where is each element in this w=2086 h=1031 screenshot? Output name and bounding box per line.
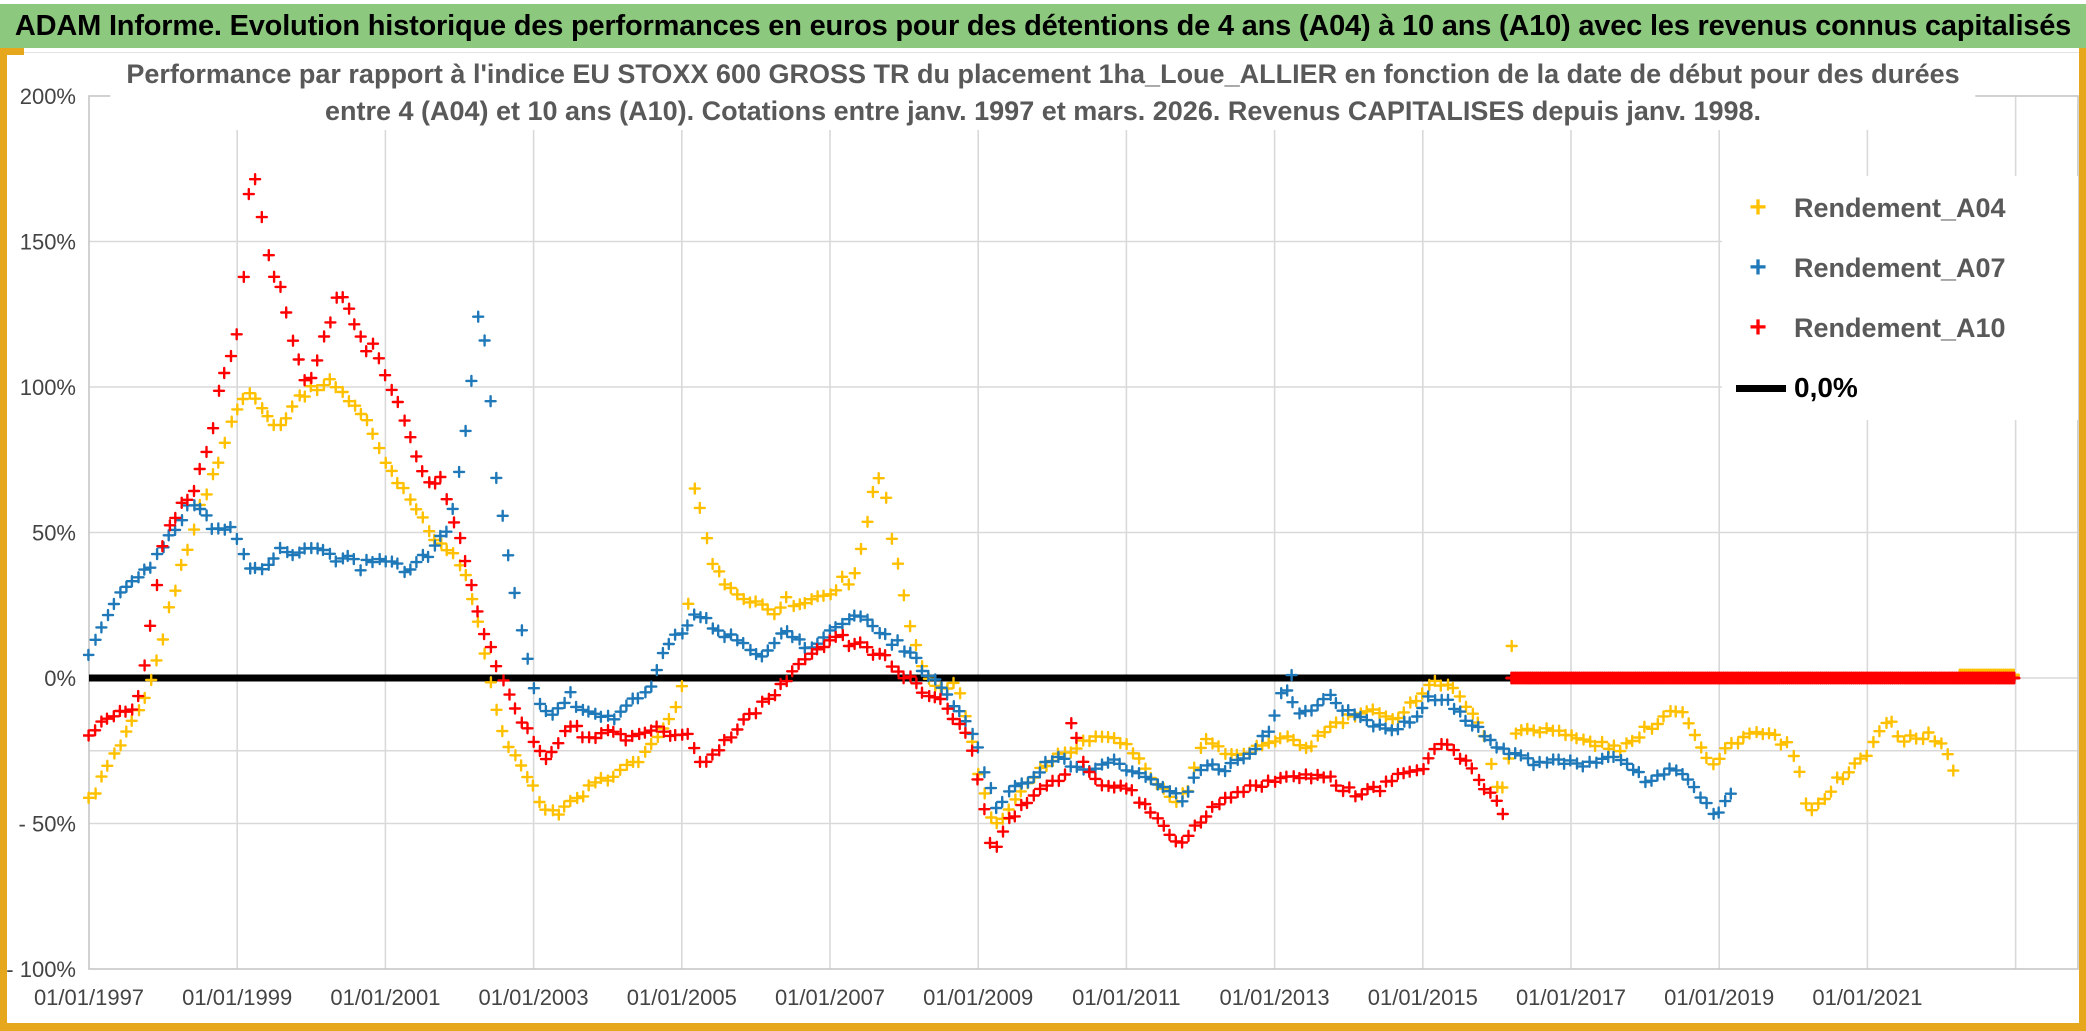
svg-text:200%: 200%	[20, 84, 76, 109]
chart-title-line2: entre 4 (A04) et 10 ans (A10). Cotations…	[324, 96, 1762, 126]
svg-text:- 100%: - 100%	[6, 957, 76, 982]
page-border-bottom	[0, 1023, 2086, 1031]
chart-title-line1: Performance par rapport à l'indice EU ST…	[126, 59, 1960, 89]
svg-text:01/01/2009: 01/01/2009	[923, 985, 1033, 1010]
header-bar: ADAM Informe. Evolution historique des p…	[0, 4, 2086, 48]
y-axis-labels: 200% 150% 100% 50% 0% - 50% - 100%	[6, 84, 76, 982]
svg-text:50%: 50%	[32, 521, 76, 546]
svg-text:01/01/2003: 01/01/2003	[479, 985, 589, 1010]
legend-label: Rendement_A10	[1794, 312, 2006, 343]
page-border-right	[2079, 48, 2086, 1031]
series-Rendement_A07	[83, 310, 1737, 821]
series-Rendement_A10	[83, 173, 1509, 853]
legend-item-a07: + Rendement_A07	[1722, 242, 2078, 294]
zero-run-Rendement_A10	[1505, 671, 2021, 685]
chart-title: Performance par rapport à l'indice EU ST…	[110, 56, 1976, 130]
svg-text:01/01/2001: 01/01/2001	[330, 985, 440, 1010]
series-Rendement_A04	[83, 373, 1960, 830]
page-border-corner	[0, 48, 24, 55]
svg-text:- 50%: - 50%	[19, 812, 76, 837]
svg-text:01/01/2007: 01/01/2007	[775, 985, 885, 1010]
page-border-left	[0, 48, 7, 1031]
svg-text:01/01/1999: 01/01/1999	[182, 985, 292, 1010]
data-series	[83, 173, 2021, 853]
page-title: ADAM Informe. Evolution historique des p…	[14, 9, 2072, 42]
legend-item-zero-line: 0,0%	[1722, 362, 2078, 414]
svg-text:01/01/2019: 01/01/2019	[1664, 985, 1774, 1010]
line-swatch-icon	[1736, 384, 1786, 392]
svg-text:01/01/2015: 01/01/2015	[1368, 985, 1478, 1010]
x-axis-labels: 01/01/1997 01/01/1999 01/01/2001 01/01/2003…	[34, 985, 1923, 1010]
svg-text:01/01/1997: 01/01/1997	[34, 985, 144, 1010]
svg-text:01/01/2011: 01/01/2011	[1072, 985, 1180, 1010]
svg-text:01/01/2021: 01/01/2021	[1812, 985, 1922, 1010]
chart-area: 01/01/1997 01/01/1999 01/01/2001 01/01/2003…	[0, 48, 2086, 1023]
svg-text:01/01/2005: 01/01/2005	[627, 985, 737, 1010]
svg-text:01/01/2013: 01/01/2013	[1220, 985, 1330, 1010]
legend-label: Rendement_A04	[1794, 192, 2006, 223]
svg-text:150%: 150%	[20, 230, 76, 255]
svg-text:100%: 100%	[20, 375, 76, 400]
legend-label: Rendement_A07	[1794, 252, 2006, 283]
chart-legend: + Rendement_A04 + Rendement_A07 + Rendem…	[1722, 176, 2078, 420]
svg-text:0%: 0%	[44, 666, 76, 691]
svg-text:01/01/2017: 01/01/2017	[1516, 985, 1626, 1010]
plus-marker-icon: +	[1749, 191, 1767, 224]
legend-label: 0,0%	[1794, 372, 1858, 403]
plus-marker-icon: +	[1749, 311, 1767, 344]
legend-item-a04: + Rendement_A04	[1722, 182, 2078, 234]
plus-marker-icon: +	[1749, 251, 1767, 284]
legend-item-a10: + Rendement_A10	[1722, 302, 2078, 354]
header-separator	[0, 52, 2086, 53]
